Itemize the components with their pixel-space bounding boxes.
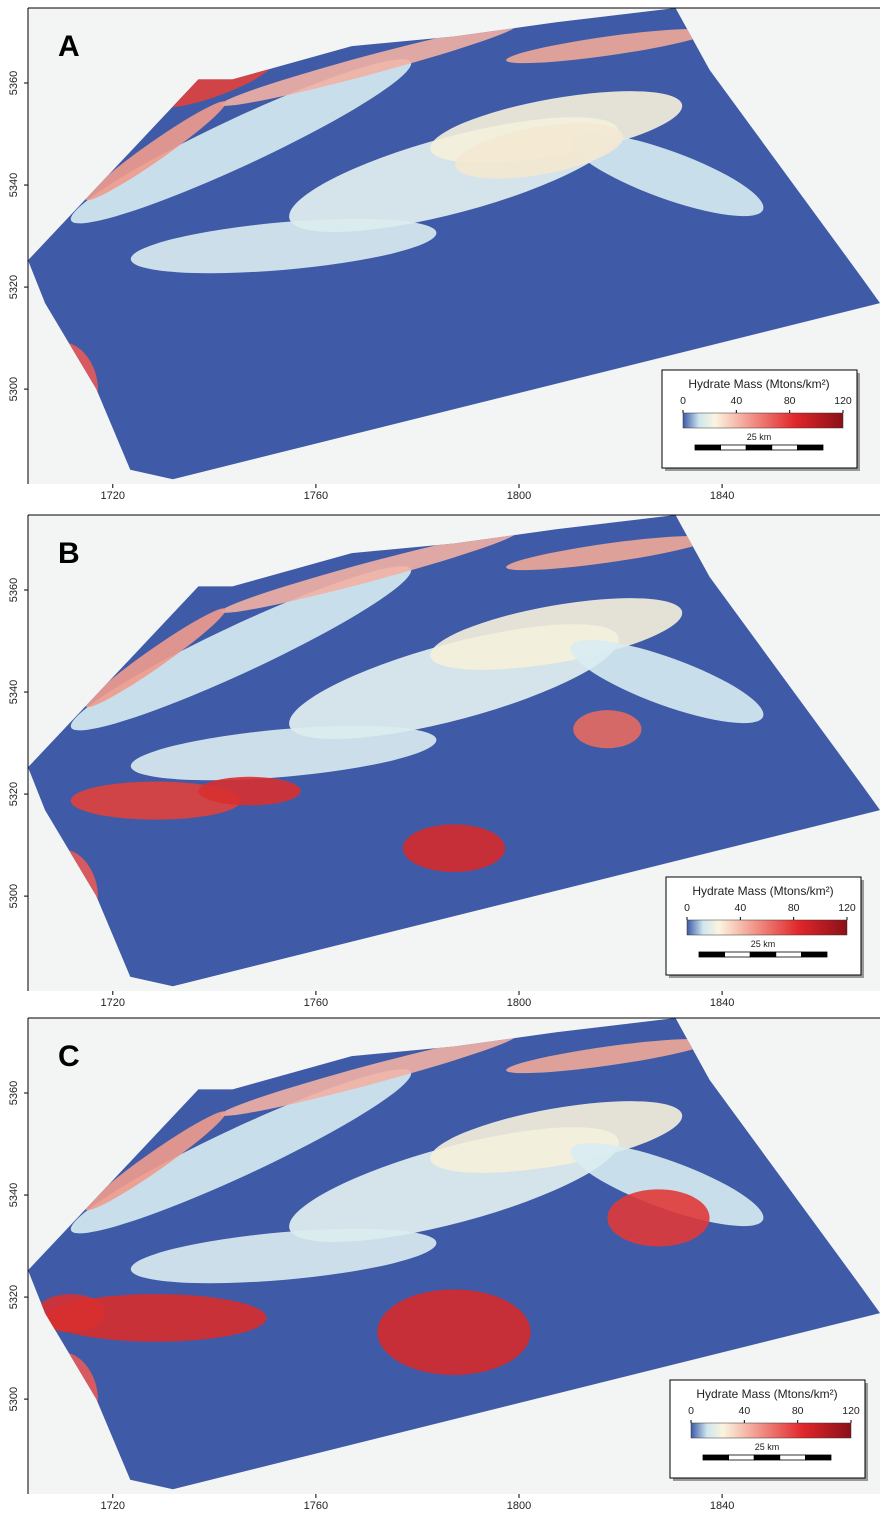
colorbar-tick-label: 80 bbox=[788, 902, 800, 914]
y-tick-label: 5360 bbox=[8, 71, 20, 95]
page: A 1720 1760 1800 1840 5300 5320 5340 5360 Hydrate… bbox=[0, 0, 880, 1517]
figure: A 1720 1760 1800 1840 5300 5320 5340 5360 Hydrate… bbox=[0, 0, 880, 1512]
scale-bar-segment bbox=[780, 1455, 806, 1460]
scale-bar-segment bbox=[801, 952, 827, 957]
scale-bar-segment bbox=[695, 445, 721, 450]
colorbar-title: Hydrate Mass (Mtons/km²) bbox=[696, 1387, 837, 1401]
hydrate-patch bbox=[377, 1289, 530, 1375]
colorbar bbox=[687, 920, 847, 935]
map-panel: C 1720 1760 1800 1840 5300 5320 5340 5360 Hydrate… bbox=[8, 1018, 880, 1512]
scale-bar-segment bbox=[754, 1455, 780, 1460]
hydrate-patch bbox=[403, 824, 505, 872]
scale-bar-segment bbox=[772, 445, 798, 450]
x-tick-label: 1840 bbox=[710, 490, 734, 502]
colorbar-tick-label: 80 bbox=[792, 1405, 804, 1417]
y-tick-label: 5300 bbox=[8, 377, 20, 401]
colorbar-tick-label: 0 bbox=[680, 395, 686, 407]
x-tick-label: 1720 bbox=[101, 490, 125, 502]
colorbar-tick-label: 40 bbox=[734, 902, 746, 914]
x-tick-label: 1720 bbox=[101, 997, 125, 1009]
colorbar-tick-label: 0 bbox=[688, 1405, 694, 1417]
hydrate-patch bbox=[607, 1189, 709, 1246]
hydrate-patch bbox=[198, 777, 300, 806]
y-tick-label: 5360 bbox=[8, 578, 20, 602]
map-panel: A 1720 1760 1800 1840 5300 5320 5340 5360 Hydrate… bbox=[8, 8, 880, 502]
hydrate-patch bbox=[573, 710, 641, 748]
scale-bar-label: 25 km bbox=[755, 1442, 780, 1452]
colorbar-tick-label: 40 bbox=[730, 395, 742, 407]
colorbar-tick-label: 120 bbox=[834, 395, 852, 407]
x-tick-label: 1760 bbox=[304, 1500, 328, 1512]
panel-letter: C bbox=[58, 1040, 80, 1073]
y-tick-label: 5360 bbox=[8, 1081, 20, 1105]
scale-bar-label: 25 km bbox=[751, 939, 776, 949]
x-tick-label: 1800 bbox=[507, 997, 531, 1009]
x-tick-label: 1760 bbox=[304, 490, 328, 502]
x-tick-label: 1720 bbox=[101, 1500, 125, 1512]
panel-letter: A bbox=[58, 30, 80, 63]
colorbar-tick-label: 40 bbox=[738, 1405, 750, 1417]
y-tick-label: 5340 bbox=[8, 1183, 20, 1207]
scale-bar-segment bbox=[703, 1455, 729, 1460]
scale-bar-segment bbox=[776, 952, 802, 957]
colorbar-title: Hydrate Mass (Mtons/km²) bbox=[692, 884, 833, 898]
y-tick-label: 5320 bbox=[8, 782, 20, 806]
x-tick-label: 1800 bbox=[507, 1500, 531, 1512]
y-tick-label: 5300 bbox=[8, 884, 20, 908]
scale-bar-segment bbox=[721, 445, 747, 450]
scale-bar-segment bbox=[746, 445, 772, 450]
y-tick-label: 5320 bbox=[8, 275, 20, 299]
colorbar-tick-label: 120 bbox=[842, 1405, 860, 1417]
x-tick-label: 1760 bbox=[304, 997, 328, 1009]
map-panel: B 1720 1760 1800 1840 5300 5320 5340 5360 Hydrate… bbox=[8, 515, 880, 1009]
colorbar bbox=[683, 413, 843, 428]
colorbar-tick-label: 0 bbox=[684, 902, 690, 914]
panel-letter: B bbox=[58, 537, 80, 570]
scale-bar-label: 25 km bbox=[747, 432, 772, 442]
x-tick-label: 1840 bbox=[710, 1500, 734, 1512]
y-tick-label: 5340 bbox=[8, 173, 20, 197]
colorbar bbox=[691, 1423, 851, 1438]
scale-bar-segment bbox=[797, 445, 823, 450]
y-tick-label: 5320 bbox=[8, 1285, 20, 1309]
x-tick-label: 1800 bbox=[507, 490, 531, 502]
y-tick-label: 5340 bbox=[8, 680, 20, 704]
y-tick-label: 5300 bbox=[8, 1387, 20, 1411]
scale-bar-segment bbox=[805, 1455, 831, 1460]
colorbar-tick-label: 80 bbox=[784, 395, 796, 407]
scale-bar-segment bbox=[725, 952, 751, 957]
x-tick-label: 1840 bbox=[710, 997, 734, 1009]
scale-bar-segment bbox=[699, 952, 725, 957]
scale-bar-segment bbox=[729, 1455, 755, 1460]
colorbar-tick-label: 120 bbox=[838, 902, 856, 914]
scale-bar-segment bbox=[750, 952, 776, 957]
colorbar-title: Hydrate Mass (Mtons/km²) bbox=[688, 377, 829, 391]
